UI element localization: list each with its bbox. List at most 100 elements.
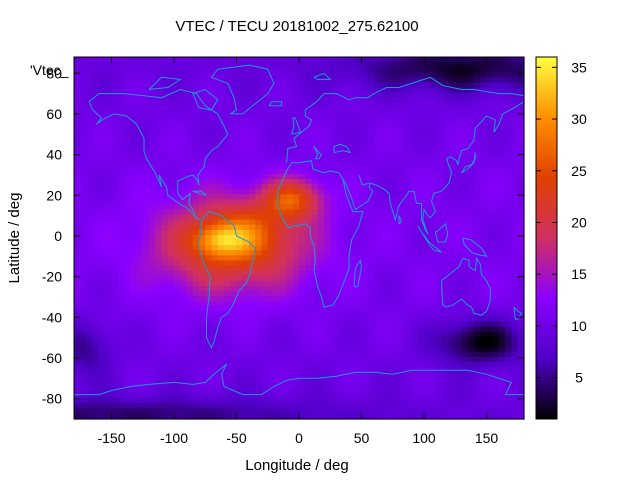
- heat-cell: [399, 97, 406, 104]
- heat-cell: [330, 392, 338, 399]
- heat-cell: [499, 245, 506, 251]
- heat-cell: [480, 107, 488, 114]
- heat-cell: [174, 209, 181, 216]
- heat-cell: [367, 97, 375, 104]
- heat-cell: [342, 168, 350, 175]
- heat-cell: [367, 387, 375, 394]
- heat-cell: [505, 82, 513, 89]
- heat-cell: [130, 163, 138, 170]
- heat-cell: [511, 153, 519, 160]
- heat-cell: [211, 67, 219, 73]
- heat-cell: [149, 240, 156, 246]
- heat-cell: [380, 158, 388, 165]
- heat-cell: [242, 362, 250, 368]
- heat-cell: [342, 153, 350, 160]
- heat-cell: [199, 214, 206, 221]
- heat-cell: [155, 290, 163, 297]
- heat-cell: [386, 179, 394, 185]
- heat-cell: [399, 123, 406, 129]
- heat-cell: [292, 138, 300, 145]
- heat-cell: [86, 321, 94, 328]
- heat-cell: [186, 57, 194, 63]
- heat-cell: [192, 240, 200, 246]
- heat-cell: [349, 87, 356, 94]
- heat-cell: [480, 173, 488, 180]
- heat-cell: [342, 77, 350, 84]
- heat-cell: [186, 377, 194, 383]
- heat-cell: [230, 219, 238, 226]
- heat-cell: [499, 402, 506, 409]
- heat-cell: [255, 138, 263, 145]
- heat-cell: [492, 306, 500, 312]
- heat-cell: [330, 326, 338, 333]
- heat-cell: [280, 97, 288, 104]
- heat-cell: [380, 138, 388, 145]
- heat-cell: [205, 341, 213, 348]
- heat-cell: [386, 173, 394, 180]
- heat-cell: [192, 209, 200, 216]
- heat-cell: [267, 290, 275, 297]
- heat-cell: [317, 112, 325, 119]
- heat-cell: [330, 245, 338, 251]
- heat-cell: [399, 138, 406, 145]
- heat-cell: [374, 290, 381, 297]
- heat-cell: [236, 219, 244, 226]
- heat-cell: [255, 102, 263, 109]
- heat-cell: [511, 77, 519, 84]
- heat-cell: [324, 265, 331, 272]
- heat-cell: [124, 123, 131, 129]
- heat-cell: [392, 67, 400, 73]
- heat-cell: [149, 148, 156, 155]
- heat-cell: [486, 392, 494, 399]
- heat-cell: [180, 377, 188, 383]
- heat-cell: [424, 377, 431, 383]
- heat-cell: [124, 397, 131, 404]
- heat-cell: [92, 133, 100, 139]
- heat-cell: [492, 265, 500, 272]
- heat-cell: [299, 234, 306, 241]
- heat-cell: [505, 341, 513, 348]
- heat-cell: [267, 356, 275, 363]
- heat-cell: [261, 372, 269, 378]
- heat-cell: [455, 301, 463, 307]
- heat-cell: [436, 351, 444, 358]
- heat-cell: [80, 214, 88, 221]
- heat-cell: [442, 270, 450, 277]
- heat-cell: [99, 163, 106, 170]
- heat-cell: [311, 102, 319, 109]
- heat-cell: [86, 392, 94, 399]
- heat-cell: [199, 82, 206, 89]
- heat-cell: [486, 402, 494, 409]
- heat-cell: [305, 260, 313, 267]
- heat-cell: [336, 67, 344, 73]
- heat-cell: [511, 219, 519, 226]
- heat-cell: [449, 255, 456, 261]
- heat-cell: [311, 173, 319, 180]
- heat-cell: [280, 57, 288, 63]
- heat-cell: [274, 133, 281, 139]
- heat-cell: [92, 214, 100, 221]
- heat-cell: [230, 87, 238, 94]
- heat-cell: [299, 224, 306, 231]
- heat-cell: [136, 280, 144, 287]
- heat-cell: [130, 270, 138, 277]
- heat-cell: [411, 351, 419, 358]
- heat-cell: [505, 123, 513, 129]
- heat-cell: [86, 260, 94, 267]
- heat-cell: [205, 148, 213, 155]
- heat-cell: [461, 387, 469, 394]
- heat-cell: [399, 367, 406, 373]
- heat-cell: [180, 214, 188, 221]
- heat-cell: [305, 97, 313, 104]
- heat-cell: [80, 280, 88, 287]
- heat-cell: [161, 214, 169, 221]
- heat-cell: [105, 148, 113, 155]
- heat-cell: [99, 341, 106, 348]
- heat-cell: [317, 92, 325, 99]
- heat-cell: [305, 382, 313, 389]
- heat-cell: [436, 97, 444, 104]
- heat-cell: [336, 128, 344, 134]
- heat-cell: [511, 280, 519, 287]
- heat-cell: [311, 321, 319, 328]
- heat-cell: [461, 356, 469, 363]
